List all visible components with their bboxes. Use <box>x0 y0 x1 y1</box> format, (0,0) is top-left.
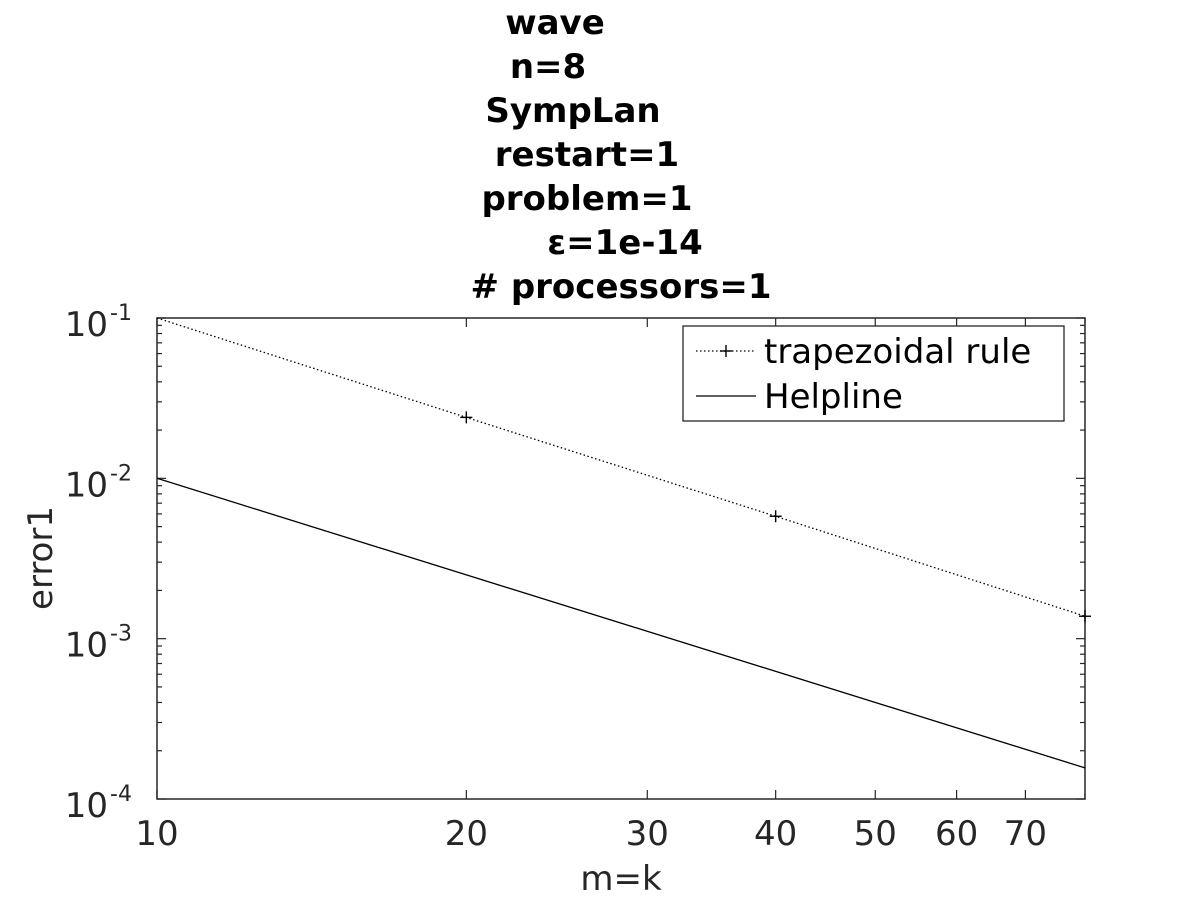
y-axis-label: error1 <box>21 506 61 610</box>
chart-title: waven=8SympLanrestart=1problem=1ε=1e-14#… <box>471 3 772 307</box>
y-tick-base: 10 <box>65 786 108 826</box>
x-tick-label: 50 <box>854 814 897 854</box>
chart-title-line: restart=1 <box>495 135 679 175</box>
legend: trapezoidal rule Helpline <box>682 325 1065 422</box>
y-tick-label: 10 -4 <box>65 782 132 826</box>
y-tick-exponent: -1 <box>110 301 132 326</box>
y-tick-exponent: -3 <box>110 622 132 647</box>
y-tick-base: 10 <box>65 465 108 505</box>
x-tick-label: 70 <box>1004 814 1047 854</box>
y-tick-label: 10 -2 <box>65 461 132 505</box>
chart-title-line: # processors=1 <box>471 267 772 307</box>
y-tick-label: 10 -1 <box>65 301 132 345</box>
legend-entry-label: Helpline <box>764 377 903 417</box>
x-tick-label: 60 <box>935 814 978 854</box>
x-axis-label: m=k <box>580 859 662 899</box>
y-tick-base: 10 <box>65 626 108 666</box>
y-tick-exponent: -4 <box>110 782 132 807</box>
chart-title-line: n=8 <box>510 47 586 87</box>
chart-title-line: problem=1 <box>481 179 692 219</box>
y-tick-exponent: -2 <box>110 461 132 486</box>
chart-title-line: SympLan <box>485 91 660 131</box>
data-point-marker <box>1079 610 1091 623</box>
chart-title-line: ε=1e-14 <box>547 223 703 263</box>
data-series <box>156 317 1091 769</box>
legend-marker <box>720 345 732 357</box>
legend-box <box>682 325 1065 422</box>
y-axis-ticks: 10-110-210-310-4 <box>65 301 1085 826</box>
x-tick-label: 30 <box>626 814 669 854</box>
data-point-marker <box>769 510 782 523</box>
data-point-marker <box>460 411 473 424</box>
series-line-helpline <box>156 477 1086 769</box>
y-tick-label: 10 -3 <box>65 622 132 666</box>
x-tick-label: 20 <box>445 814 488 854</box>
x-axis-ticks: 10 20 30 40 50 60 70 <box>135 318 1086 854</box>
legend-entry-label: trapezoidal rule <box>764 332 1031 372</box>
chart-title-line: wave <box>505 3 605 43</box>
x-tick-label: 40 <box>754 814 797 854</box>
x-tick-label: 10 <box>135 814 178 854</box>
y-tick-base: 10 <box>65 305 108 345</box>
series-line-trapezoidal-rule <box>156 317 1086 617</box>
